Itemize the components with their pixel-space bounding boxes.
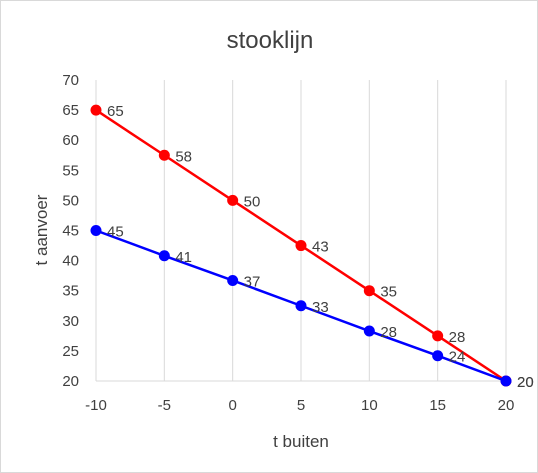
data-label: 35 <box>380 284 397 301</box>
series-2 <box>90 225 512 387</box>
x-tick-labels: -10 -5 0 5 10 15 20 <box>85 397 514 414</box>
data-point <box>90 225 102 236</box>
x-tick-label: 5 <box>297 397 305 414</box>
data-point <box>295 240 307 252</box>
data-point <box>432 350 444 362</box>
series-1 <box>90 104 512 387</box>
x-tick-label: -10 <box>85 397 107 414</box>
y-axis-title: t aanvoer <box>32 194 51 265</box>
data-label: 20 <box>517 374 534 391</box>
data-point <box>227 274 239 286</box>
data-label: 28 <box>380 324 397 341</box>
y-tick-label: 65 <box>62 102 79 119</box>
data-point <box>227 194 239 206</box>
data-label: 41 <box>175 249 192 266</box>
y-tick-label: 50 <box>62 192 79 209</box>
data-label: 37 <box>244 273 261 290</box>
data-point <box>90 104 102 116</box>
chart-title: stooklijn <box>227 27 314 54</box>
data-label: 58 <box>175 148 192 165</box>
x-tick-label: 0 <box>228 397 236 414</box>
data-label: 50 <box>244 193 261 210</box>
data-label: 24 <box>449 349 466 366</box>
data-label: 45 <box>107 224 124 241</box>
y-tick-label: 35 <box>62 283 79 300</box>
data-point <box>500 375 512 387</box>
x-tick-label: 15 <box>429 397 446 414</box>
y-tick-label: 20 <box>62 373 79 390</box>
y-tick-label: 70 <box>62 72 79 89</box>
data-label: 20 <box>517 374 534 391</box>
y-tick-label: 55 <box>62 162 79 179</box>
data-point <box>295 300 307 312</box>
data-point <box>158 149 170 161</box>
data-label: 43 <box>312 239 329 256</box>
series-layer <box>90 104 512 387</box>
x-tick-label: -5 <box>158 397 171 414</box>
y-tick-label: 45 <box>62 223 79 240</box>
data-point <box>363 325 375 337</box>
x-axis-title: t buiten <box>273 432 329 451</box>
y-tick-labels: 20 25 30 35 40 45 50 55 60 65 70 <box>62 72 79 390</box>
data-point <box>158 250 170 262</box>
data-label: 28 <box>449 329 466 346</box>
data-point <box>363 285 375 297</box>
data-point <box>432 330 444 342</box>
y-tick-label: 40 <box>62 253 79 270</box>
x-tick-label: 10 <box>361 397 378 414</box>
x-tick-label: 20 <box>498 397 515 414</box>
y-tick-label: 25 <box>62 343 79 360</box>
y-tick-label: 30 <box>62 313 79 330</box>
grid-layer <box>95 80 507 382</box>
data-label: 33 <box>312 299 329 316</box>
data-label: 65 <box>107 103 124 120</box>
y-tick-label: 60 <box>62 132 79 149</box>
